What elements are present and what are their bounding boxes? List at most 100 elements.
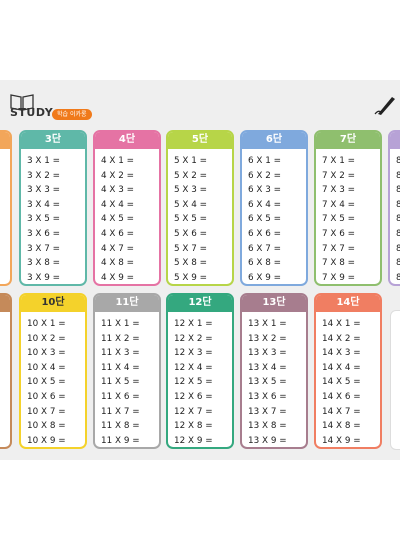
card-title: 11단: [95, 295, 159, 312]
table-row: 11 X 7 =: [101, 406, 140, 417]
times-table-12: 12단 12 X 1 = 12 X 2 = 12 X 3 = 12 X 4 = …: [166, 293, 234, 449]
table-row: 11 X 8 =: [101, 421, 140, 432]
card-header: [0, 132, 10, 149]
card-title: 3단: [21, 132, 85, 149]
table-row: 3 X 9 =: [27, 272, 60, 283]
table-row: 12 X 3 =: [174, 348, 213, 359]
table-row: 8: [396, 256, 400, 271]
table-row: 10 X 8 =: [27, 421, 66, 432]
card-title: 10단: [21, 295, 85, 312]
table-row: 10 X 2 =: [27, 333, 66, 344]
table-row: 12 X 2 =: [174, 333, 213, 344]
card-title: 6단: [242, 132, 306, 149]
table-row: 6 X 6 =: [248, 228, 281, 239]
table-row: 8: [396, 183, 400, 198]
table-row: 13 X 4 =: [248, 362, 287, 373]
table-row: 7 X 1 =: [322, 156, 355, 166]
table-row: 7 X 5 =: [322, 214, 355, 225]
table-row: 4 X 6 =: [101, 228, 134, 239]
table-row: 5 X 4 =: [174, 199, 207, 210]
card-title: 13단: [242, 295, 306, 312]
table-row: 5 X 1 =: [174, 156, 207, 166]
table-row: 10 X 7 =: [27, 406, 66, 417]
table-row: 12 X 8 =: [174, 421, 213, 432]
table-row: 11 X 6 =: [101, 391, 140, 402]
table-row: 3 X 2 =: [27, 170, 60, 181]
table-row: 11 X 2 =: [101, 333, 140, 344]
table-row: 7 X 2 =: [322, 170, 355, 181]
table-row: 5 X 9 =: [174, 272, 207, 283]
times-table-11: 11단 11 X 1 = 11 X 2 = 11 X 3 = 11 X 4 = …: [93, 293, 161, 449]
side-notes-panel: [390, 310, 400, 450]
table-row: 14 X 2 =: [322, 333, 361, 344]
times-table-8-partial: 8 8 8 8 8 8 8 8 8: [388, 130, 400, 286]
table-row: 7 X 9 =: [322, 272, 355, 283]
table-row: 13 X 7 =: [248, 406, 287, 417]
times-table-10: 10단 10 X 1 = 10 X 2 = 10 X 3 = 10 X 4 = …: [19, 293, 87, 449]
card-title: 5단: [168, 132, 232, 149]
table-row: 14 X 1 =: [322, 319, 361, 329]
table-row: 10 X 1 =: [27, 319, 66, 329]
table-row: 4 X 3 =: [101, 185, 134, 196]
table-row: 12 X 5 =: [174, 377, 213, 388]
card-title: 7단: [316, 132, 380, 149]
table-row: 13 X 5 =: [248, 377, 287, 388]
table-row: 12 X 6 =: [174, 391, 213, 402]
table-row: 8: [396, 212, 400, 227]
table-row: 14 X 7 =: [322, 406, 361, 417]
table-row: 3 X 5 =: [27, 214, 60, 225]
times-table-9-partial: [0, 293, 12, 449]
times-table-14: 14단 14 X 1 = 14 X 2 = 14 X 3 = 14 X 4 = …: [314, 293, 382, 449]
table-row: 13 X 8 =: [248, 421, 287, 432]
table-row: 5 X 8 =: [174, 258, 207, 269]
card-title: [390, 132, 400, 149]
table-row: 11 X 4 =: [101, 362, 140, 373]
table-row: 8: [396, 169, 400, 184]
table-row: 14 X 3 =: [322, 348, 361, 359]
table-row: 10 X 5 =: [27, 377, 66, 388]
table-row: 4 X 8 =: [101, 258, 134, 269]
table-row: 6 X 4 =: [248, 199, 281, 210]
table-row: 10 X 9 =: [27, 435, 66, 446]
table-row: 13 X 9 =: [248, 435, 287, 446]
table-row: 6 X 1 =: [248, 156, 281, 166]
table-row: 12 X 9 =: [174, 435, 213, 446]
card-title: 4단: [95, 132, 159, 149]
times-table-4: 4단 4 X 1 = 4 X 2 = 4 X 3 = 4 X 4 = 4 X 5…: [93, 130, 161, 286]
table-row: 10 X 6 =: [27, 391, 66, 402]
table-row: 4 X 9 =: [101, 272, 134, 283]
table-row: 13 X 3 =: [248, 348, 287, 359]
table-row: 3 X 8 =: [27, 258, 60, 269]
times-table-7: 7단 7 X 1 = 7 X 2 = 7 X 3 = 7 X 4 = 7 X 5…: [314, 130, 382, 286]
times-table-5: 5단 5 X 1 = 5 X 2 = 5 X 3 = 5 X 4 = 5 X 5…: [166, 130, 234, 286]
table-row: 12 X 1 =: [174, 319, 213, 329]
table-row: 14 X 9 =: [322, 435, 361, 446]
card-title: 12단: [168, 295, 232, 312]
table-row: 4 X 7 =: [101, 243, 134, 254]
table-row: 12 X 4 =: [174, 362, 213, 373]
header: STUDY 학습 이카롱: [0, 80, 400, 130]
table-row: 6 X 7 =: [248, 243, 281, 254]
table-row: 8: [396, 271, 400, 284]
table-row: 3 X 1 =: [27, 156, 60, 166]
table-row: 5 X 7 =: [174, 243, 207, 254]
table-row: 4 X 5 =: [101, 214, 134, 225]
table-row: 13 X 1 =: [248, 319, 287, 329]
table-row: 6 X 3 =: [248, 185, 281, 196]
table-row: 7 X 4 =: [322, 199, 355, 210]
pen-icon: [374, 97, 395, 115]
table-row: 12 X 7 =: [174, 406, 213, 417]
table-row: 5 X 5 =: [174, 214, 207, 225]
table-row: 3 X 7 =: [27, 243, 60, 254]
table-row: 10 X 3 =: [27, 348, 66, 359]
table-row: 8: [396, 227, 400, 242]
table-row: 14 X 8 =: [322, 421, 361, 432]
multiplication-sheet: STUDY 학습 이카롱 3단 3 X 1 = 3 X 2 = 3 X 3 = …: [0, 80, 400, 460]
table-row: 14 X 6 =: [322, 391, 361, 402]
table-row: 6 X 9 =: [248, 272, 281, 283]
table-row: 5 X 2 =: [174, 170, 207, 181]
table-row: 11 X 1 =: [101, 319, 140, 329]
table-row: 14 X 5 =: [322, 377, 361, 388]
table-row: 3 X 3 =: [27, 185, 60, 196]
table-row: 6 X 2 =: [248, 170, 281, 181]
